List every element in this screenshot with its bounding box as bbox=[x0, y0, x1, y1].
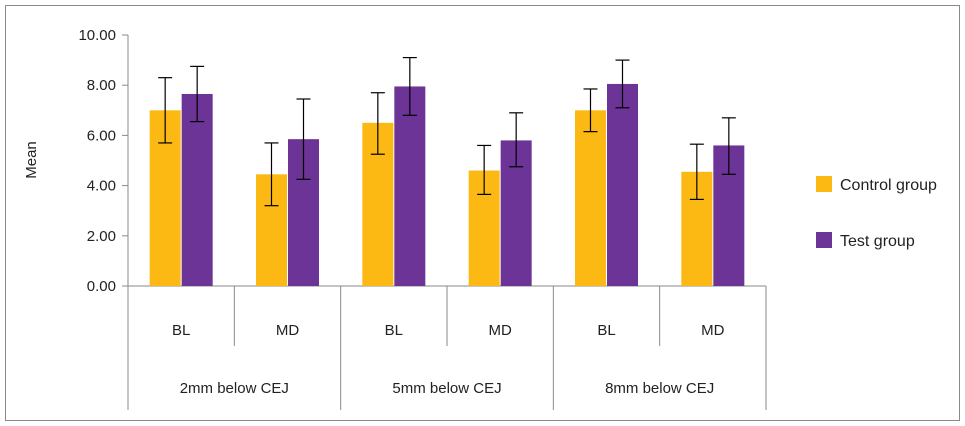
x-category-label: BL bbox=[385, 322, 403, 339]
x-axis: BL MD BL MD BL MD 2mm below CEJ 5mm below CEJ 8m… bbox=[127, 285, 767, 410]
legend-label: Control group bbox=[840, 177, 937, 194]
legend: Control group Test group bbox=[816, 176, 937, 250]
bars bbox=[149, 83, 745, 286]
bar bbox=[181, 93, 213, 286]
bar bbox=[607, 83, 638, 286]
x-category-label: BL bbox=[597, 322, 615, 339]
x-category-label: MD bbox=[701, 322, 724, 339]
legend-label: Test group bbox=[840, 233, 915, 250]
y-tick-label: 4.00 bbox=[87, 178, 116, 195]
x-group-label: 2mm below CEJ bbox=[180, 380, 289, 397]
x-category-label: MD bbox=[489, 322, 512, 339]
x-category-label: BL bbox=[172, 322, 190, 339]
y-tick-label: 2.00 bbox=[87, 228, 116, 245]
x-group-label: 8mm below CEJ bbox=[605, 380, 714, 397]
x-group-label: 5mm below CEJ bbox=[392, 380, 501, 397]
y-tick-label: 6.00 bbox=[87, 127, 116, 144]
y-tick-label: 10.00 bbox=[78, 27, 116, 44]
x-category-label: MD bbox=[276, 322, 299, 339]
y-tick-label: 8.00 bbox=[87, 77, 116, 94]
y-tick-label: 0.00 bbox=[87, 278, 116, 295]
bar bbox=[575, 110, 606, 286]
y-axis: 0.00 2.00 4.00 6.00 8.00 10.00 bbox=[78, 27, 129, 295]
bar bbox=[394, 86, 426, 286]
legend-swatch bbox=[816, 176, 832, 192]
y-axis-title: Mean bbox=[23, 141, 40, 179]
legend-swatch bbox=[816, 232, 832, 248]
error-bars bbox=[158, 56, 736, 207]
